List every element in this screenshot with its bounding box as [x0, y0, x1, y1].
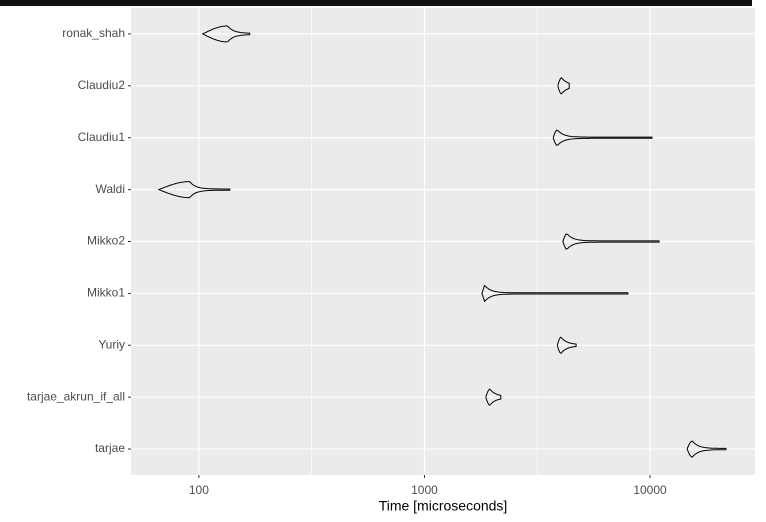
x-axis-title: Time [microseconds]	[379, 498, 508, 514]
y-tick-label: Mikko1	[87, 286, 125, 300]
y-tick-label: Mikko2	[87, 234, 125, 248]
y-tick-label: Claudiu2	[78, 78, 126, 92]
violin	[157, 181, 231, 199]
violin	[552, 129, 653, 146]
x-tick-label: 10000	[633, 483, 667, 497]
y-tick-label: Yuriy	[98, 337, 125, 351]
violin	[556, 336, 577, 354]
violin	[557, 77, 570, 95]
y-tick-label: Waldi	[95, 182, 125, 196]
top-bar	[0, 0, 752, 6]
violin	[562, 233, 660, 250]
x-tick-label: 100	[189, 483, 209, 497]
violin	[201, 25, 251, 43]
y-tick-label: ronak_shah	[62, 26, 125, 40]
violin	[686, 440, 727, 458]
violin	[485, 388, 502, 406]
y-tick-label: tarjae_akrun_if_all	[27, 389, 125, 403]
violin	[481, 284, 629, 303]
y-tick-label: tarjae	[95, 441, 125, 455]
x-tick-label: 1000	[411, 483, 438, 497]
y-tick-label: Claudiu1	[78, 130, 126, 144]
